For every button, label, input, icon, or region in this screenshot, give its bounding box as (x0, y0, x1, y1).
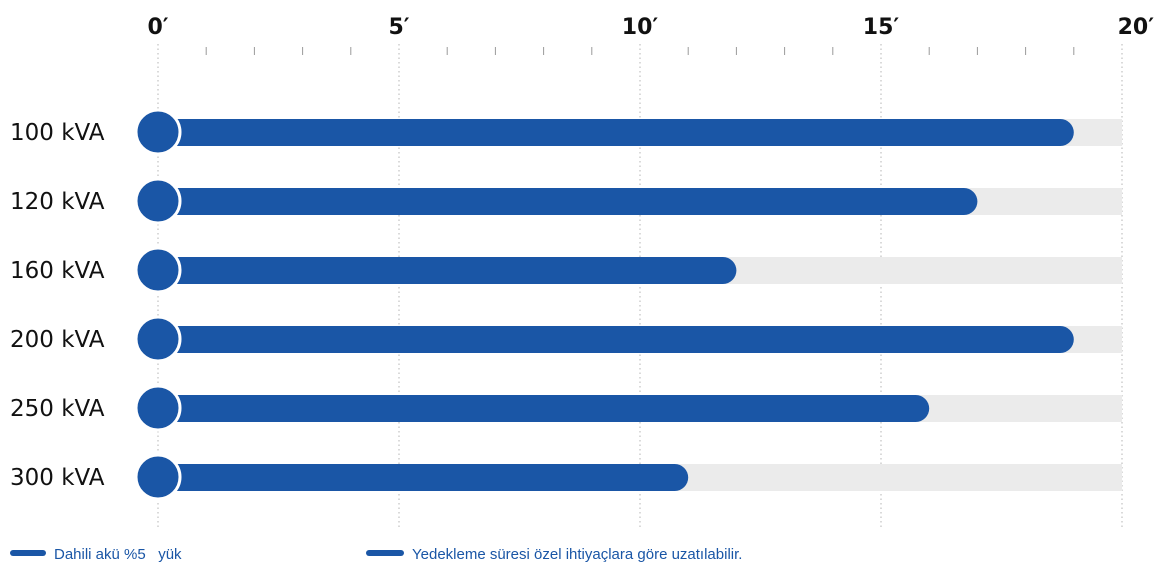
bar (158, 257, 737, 284)
category-label: 160 kVA (10, 258, 105, 284)
bar (158, 464, 689, 491)
bar (158, 119, 1074, 146)
bar (158, 395, 930, 422)
bars: 100 kVA 120 kVA 160 kVA 200 kVA 250 kVA 300 k… (10, 108, 1122, 501)
bar-start-dot (134, 108, 182, 156)
bar-start-dot (134, 384, 182, 432)
bar (158, 188, 978, 215)
legend-label-1: Dahili akü %5 yük (54, 546, 182, 563)
category-label: 200 kVA (10, 327, 105, 353)
legend-swatch-2 (366, 550, 404, 556)
legend-swatch-1 (10, 550, 46, 556)
x-tick-label: 20′ (1118, 15, 1155, 40)
bar-start-dot (134, 453, 182, 501)
legend: Dahili akü %5 yük Yedekleme süresi özel … (10, 546, 742, 563)
x-tick-label: 0′ (147, 15, 168, 40)
bar-start-dot (134, 177, 182, 225)
x-tick-label: 15′ (863, 15, 900, 40)
category-label: 120 kVA (10, 189, 105, 215)
bar-start-dot (134, 315, 182, 363)
x-tick-label: 10′ (622, 15, 659, 40)
category-label: 300 kVA (10, 465, 105, 491)
legend-label-2: Yedekleme süresi özel ihtiyaçlara göre u… (412, 546, 742, 563)
x-tick-label: 5′ (388, 15, 409, 40)
bar-start-dot (134, 246, 182, 294)
bar (158, 326, 1074, 353)
category-label: 250 kVA (10, 396, 105, 422)
category-label: 100 kVA (10, 120, 105, 146)
gridlines (157, 44, 1123, 528)
x-axis: 0′ 5′ 10′ 15′ 20′ (147, 15, 1154, 55)
